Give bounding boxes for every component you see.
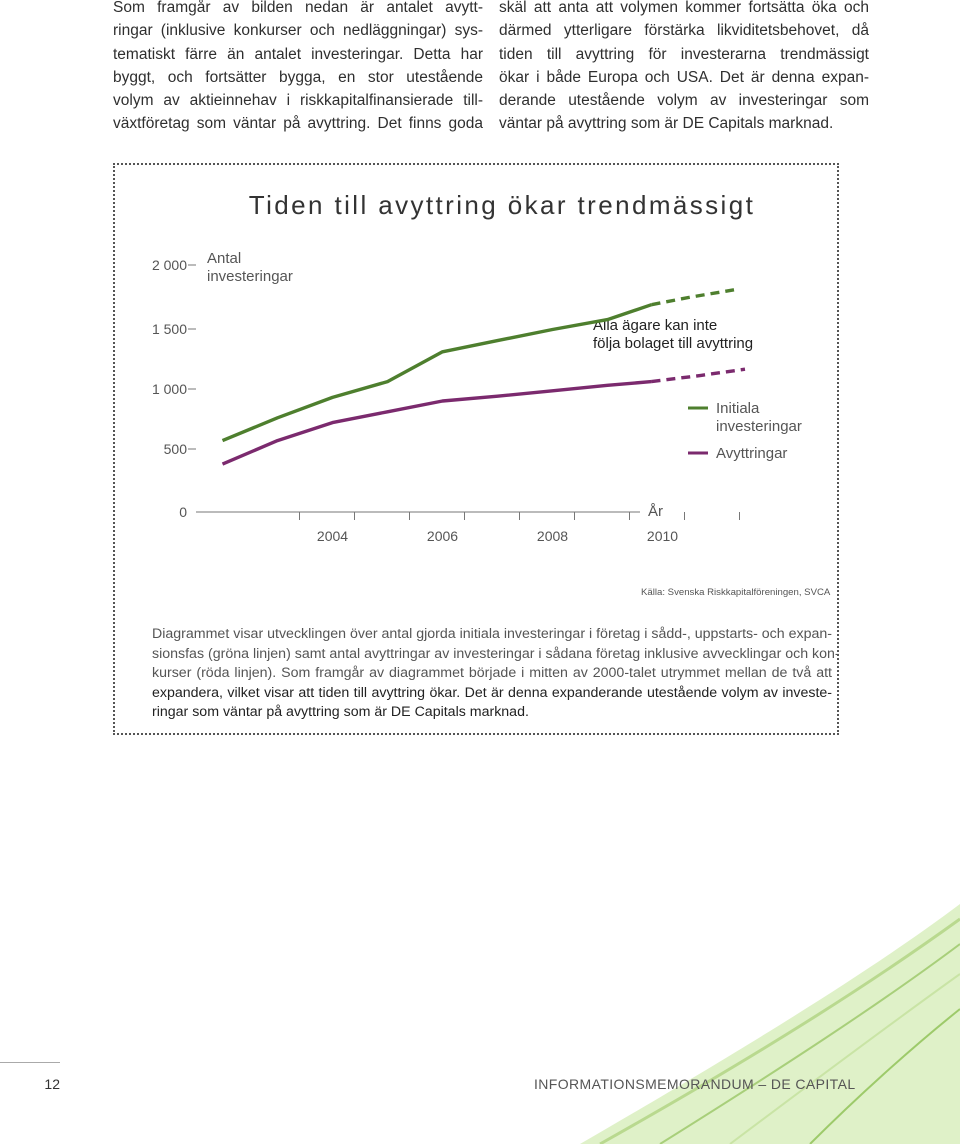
body-column-left: Som framgår av bilden nedan är antalet a… [113, 0, 483, 136]
figure-frame [113, 163, 839, 735]
chart-title: Tiden till avyttring ökar trendmässigt [248, 190, 756, 220]
figure-caption: Diagrammet visar utvecklingen över antal… [152, 625, 840, 723]
body-line: därmed ytterligare förstärka likviditets… [499, 22, 869, 40]
body-line: tematiskt färre än antalet investeringar… [113, 45, 483, 63]
body-line: derande utestående volym av investeringa… [499, 92, 869, 110]
body-line: ökar i både Europa och USA. Det är denna… [499, 68, 869, 86]
body-line: väntar på avyttring som är DE Capitals m… [499, 115, 834, 133]
source-note: Källa: Svenska Riskkapitalföreningen, SV… [641, 587, 831, 598]
footer-title: INFORMATIONSMEMORANDUM – DE CAPITAL [534, 1076, 856, 1092]
body-line: skäl att anta att volymen kommer fortsät… [499, 0, 869, 16]
body-line: byggt, och fortsätter bygga, en stor ute… [113, 68, 483, 86]
decorative-curves [580, 904, 960, 1144]
caption-line: expandera, vilket visar att tiden till a… [152, 684, 832, 701]
page-number: 12 [44, 1076, 60, 1092]
body-line: Som framgår av bilden nedan är antalet a… [113, 0, 483, 16]
body-line: volym av aktieinnehav i riskkapitalfinan… [113, 92, 483, 110]
caption-line: kurser (röda linjen). Som framgår av dia… [152, 665, 832, 681]
body-line: ringar (inklusive konkurser och nedläggn… [113, 22, 483, 40]
caption-line: Diagrammet visar utvecklingen över antal… [152, 626, 832, 642]
body-column-right: skäl att anta att volymen kommer fortsät… [499, 0, 869, 136]
page-rule [0, 1062, 60, 1063]
body-line: tiden till avyttring för investerarna tr… [499, 45, 869, 63]
caption-line: sionsfas (gröna linjen) samt antal avytt… [152, 645, 840, 662]
caption-line: ringar som väntar på avyttring som är DE… [152, 704, 529, 720]
body-line: växtföretag som väntar på avyttring. Det… [113, 115, 483, 133]
